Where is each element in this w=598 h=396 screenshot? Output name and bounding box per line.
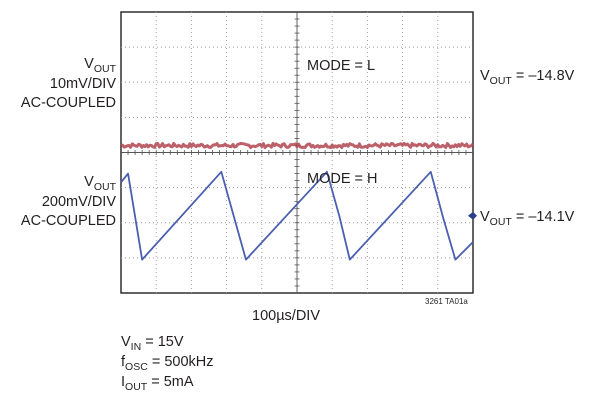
figure-id: 3261 TA01a — [425, 297, 468, 306]
bottom-scale-label: 200mV/DIV — [41, 194, 116, 210]
conditions-block: VIN = 15V fOSC = 500kHz IOUT = 5mA — [121, 333, 214, 393]
bottom-vout-label: VOUT — [84, 174, 116, 193]
condition-vin: VIN = 15V — [121, 334, 184, 353]
level-marker — [468, 211, 477, 220]
top-left-label: VOUT 10mV/DIV AC-COUPLED — [21, 55, 116, 113]
condition-iout: IOUT = 5mA — [121, 374, 194, 393]
top-mode-label: MODE = L — [307, 58, 376, 74]
top-coupling-label: AC-COUPLED — [20, 95, 116, 111]
series-line — [120, 170, 474, 261]
series-line — [120, 141, 475, 150]
top-right-vout-label: VOUT = –14.8V — [480, 68, 575, 87]
condition-fosc: fOSC = 500kHz — [121, 354, 214, 373]
bottom-right-vout-label: VOUT = –14.1V — [480, 209, 575, 228]
bottom-left-label: VOUT 200mV/DIV AC-COUPLED — [21, 173, 116, 231]
bottom-mode-label: MODE = H — [307, 171, 378, 187]
top-scale-label: 10mV/DIV — [49, 76, 116, 92]
x-axis-label: 100µs/DIV — [252, 308, 320, 324]
plot-grid — [121, 12, 473, 293]
plot-traces — [120, 141, 477, 261]
bottom-coupling-label: AC-COUPLED — [20, 213, 116, 229]
top-vout-label: VOUT — [84, 56, 116, 75]
